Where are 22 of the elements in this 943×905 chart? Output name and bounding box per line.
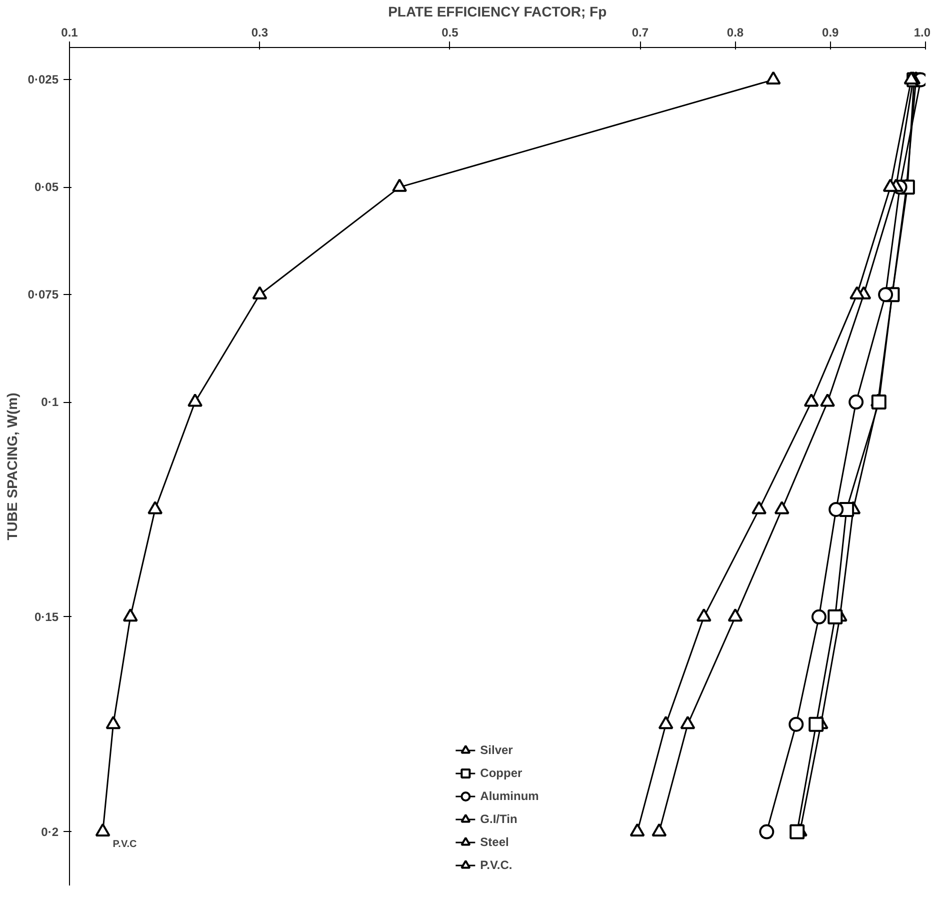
y-tick-label: 0·075 [28, 288, 59, 302]
x-tick-label: 0.7 [632, 26, 649, 40]
y-axis-title: TUBE SPACING, W(m) [4, 392, 20, 540]
annotation: P.V.C [112, 838, 137, 850]
y-tick-label: 0·2 [41, 824, 59, 839]
x-axis-title: PLATE EFFICIENCY FACTOR; Fp [388, 4, 607, 20]
x-tick-label: 0.9 [822, 26, 840, 40]
y-tick-label: 0·025 [28, 72, 59, 87]
x-tick-label: 0.5 [442, 26, 459, 40]
legend-label: Copper [480, 766, 522, 780]
y-tick-label: 0·05 [34, 180, 59, 194]
x-tick-label: 1.0 [914, 26, 931, 40]
legend-label: P.V.C. [480, 858, 512, 872]
y-tick-label: 0·1 [41, 395, 59, 410]
legend-label: Silver [480, 743, 513, 757]
legend-label: Steel [480, 835, 509, 849]
x-tick-label: 0.1 [61, 26, 78, 40]
x-tick-label: 0.3 [251, 26, 268, 40]
x-tick-label: 0.8 [726, 26, 744, 40]
legend-label: Aluminum [480, 789, 539, 803]
y-tick-label: 0·15 [34, 610, 59, 624]
legend-label: G.I/Tin [480, 812, 518, 826]
